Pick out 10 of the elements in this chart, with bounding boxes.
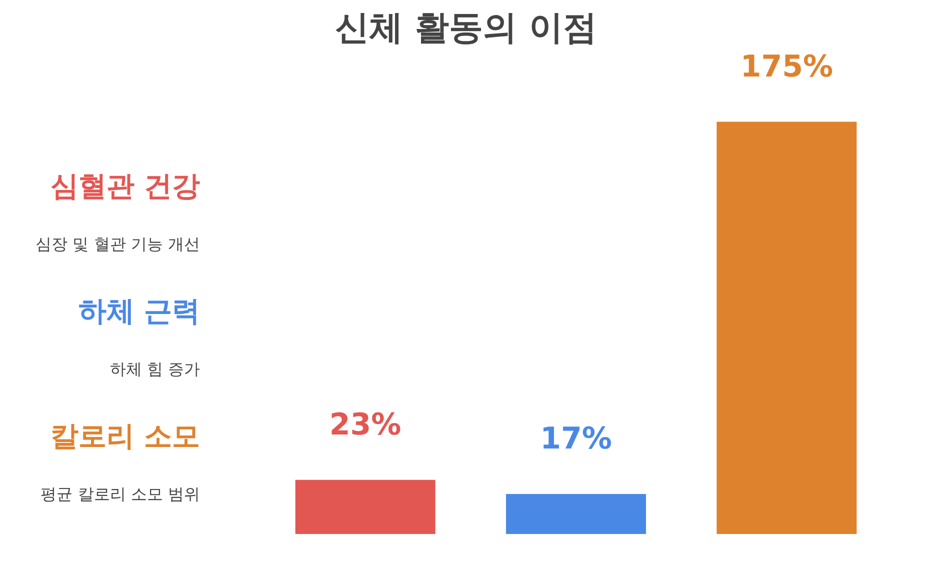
text: 하체 힘 증가 bbox=[110, 360, 200, 378]
chart-title: 신체 활동의 이점 bbox=[335, 8, 597, 48]
data-label: 17% bbox=[540, 421, 612, 456]
text: 심혈관 건강 bbox=[50, 170, 200, 202]
text: 심장 및 혈관 기능 개선 bbox=[36, 234, 200, 254]
text: 칼로리 소모 bbox=[50, 420, 200, 452]
data-label: 175% bbox=[740, 49, 834, 84]
text: 하체 근력 bbox=[78, 294, 200, 328]
text: 평균 칼로리 소모 범위 bbox=[40, 484, 200, 504]
data-label: 23% bbox=[329, 407, 402, 442]
